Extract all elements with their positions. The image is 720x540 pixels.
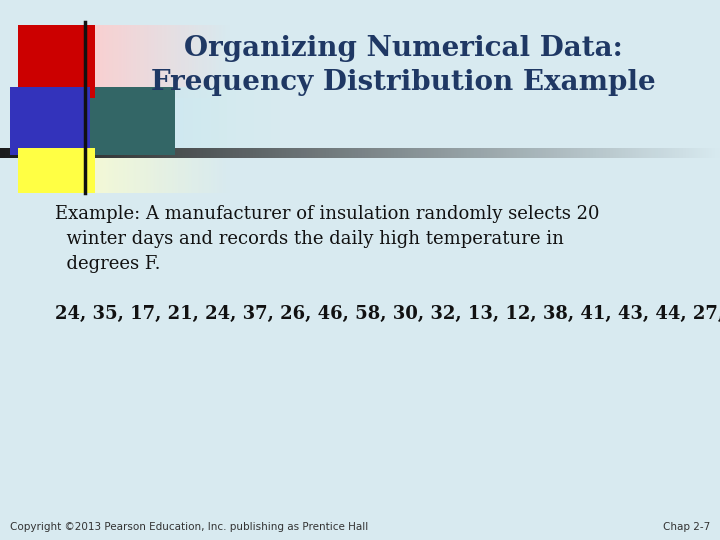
Text: Organizing Numerical Data:
Frequency Distribution Example: Organizing Numerical Data: Frequency Dis… [150, 35, 656, 97]
Bar [18, 25, 95, 98]
Bar [90, 87, 175, 155]
Bar [10, 87, 90, 155]
Bar [18, 148, 95, 193]
Text: Chap 2-7: Chap 2-7 [662, 522, 710, 532]
Text: Example: A manufacturer of insulation randomly selects 20
  winter days and reco: Example: A manufacturer of insulation ra… [55, 205, 600, 273]
Text: Copyright ©2013 Pearson Education, Inc. publishing as Prentice Hall: Copyright ©2013 Pearson Education, Inc. … [10, 522, 368, 532]
Text: 24, 35, 17, 21, 24, 37, 26, 46, 58, 30, 32, 13, 12, 38, 41, 43, 44, 27, 53, 27: 24, 35, 17, 21, 24, 37, 26, 46, 58, 30, … [55, 305, 720, 323]
